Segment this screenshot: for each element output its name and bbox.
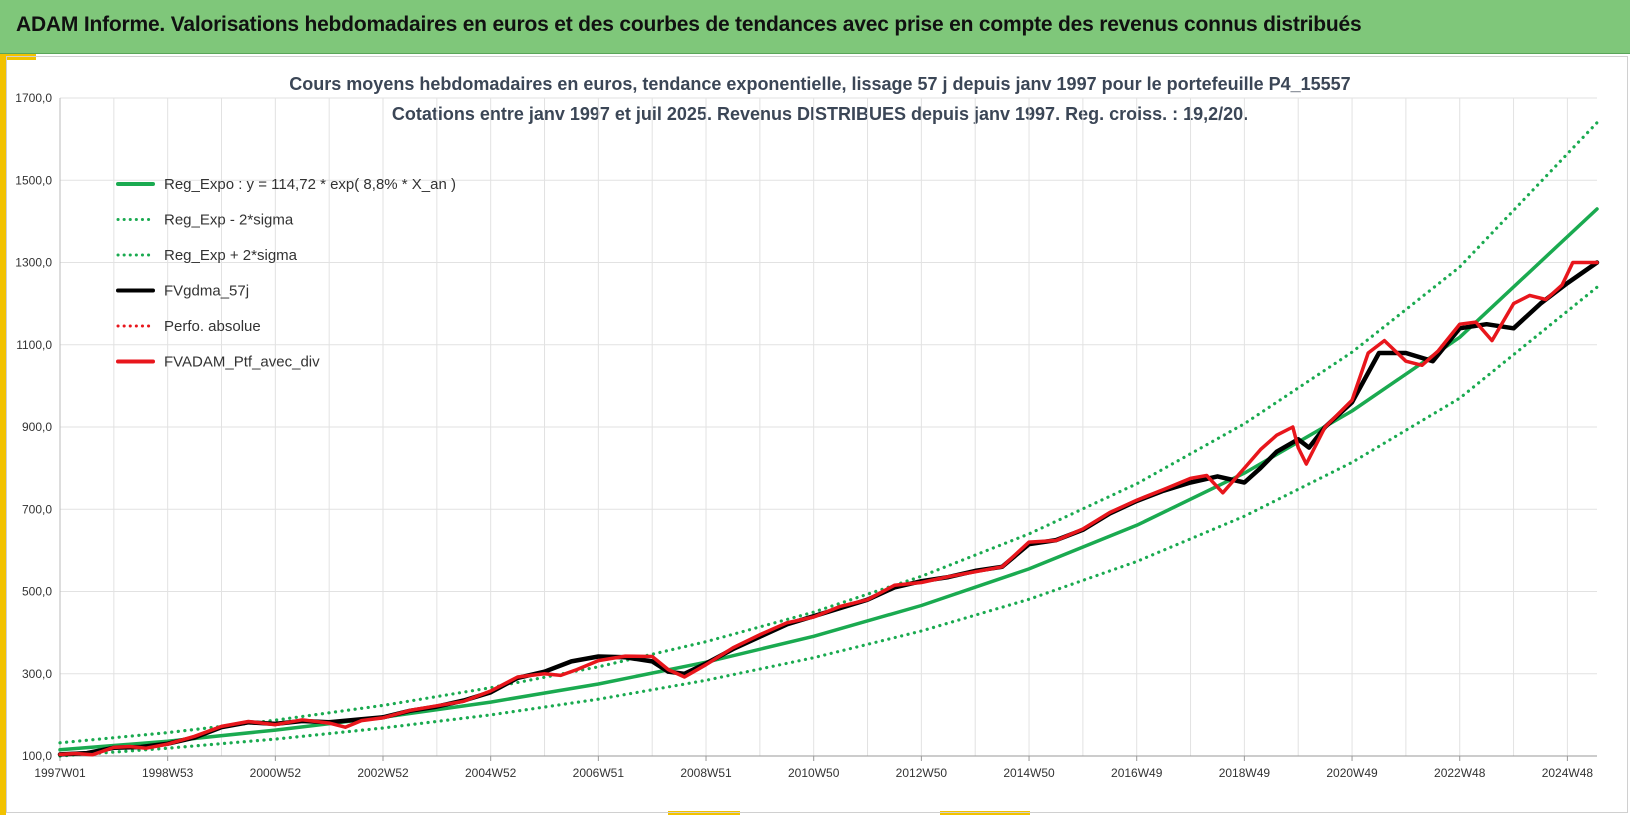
x-tick-label: 2008W51 xyxy=(680,766,732,780)
x-tick-label: 2014W50 xyxy=(1003,766,1055,780)
accent-mark-bottom xyxy=(940,811,1030,815)
legend-label-3: FVgdma_57j xyxy=(164,283,249,300)
x-tick-label: 2018W49 xyxy=(1219,766,1271,780)
series-line-2 xyxy=(58,121,1599,745)
x-tick-label: 2020W49 xyxy=(1326,766,1378,780)
x-tick-label: 2024W48 xyxy=(1542,766,1594,780)
x-tick-label: 2000W52 xyxy=(250,766,302,780)
y-tick-label: 1700,0 xyxy=(15,91,52,105)
page-title: ADAM Informe. Valorisations hebdomadaire… xyxy=(16,13,1362,36)
x-tick-label: 2010W50 xyxy=(788,766,840,780)
accent-bar-left xyxy=(0,54,6,815)
series-line-5 xyxy=(58,260,1599,757)
x-tick-label: 1997W01 xyxy=(34,766,86,780)
x-tick-label: 2022W48 xyxy=(1434,766,1486,780)
x-tick-label: 2004W52 xyxy=(465,766,517,780)
series-line-3 xyxy=(57,260,1600,757)
legend-label-1: Reg_Exp - 2*sigma xyxy=(164,212,294,229)
chart-title-line2: Cotations entre janv 1997 et juil 2025. … xyxy=(391,104,1249,124)
legend-label-0: Reg_Expo : y = 114,72 * exp( 8,8% * X_an… xyxy=(164,176,456,193)
y-tick-label: 100,0 xyxy=(22,749,52,763)
legend-label-5: FVADAM_Ptf_avec_div xyxy=(164,354,320,371)
x-tick-label: 2006W51 xyxy=(573,766,625,780)
y-tick-label: 300,0 xyxy=(22,667,52,681)
accent-mark-bottom xyxy=(668,811,740,815)
x-tick-label: 2016W49 xyxy=(1111,766,1163,780)
accent-bar-top xyxy=(6,54,36,60)
x-tick-label: 2012W50 xyxy=(896,766,948,780)
chart-title-line1: Cours moyens hebdomadaires en euros, ten… xyxy=(289,74,1351,94)
y-tick-label: 500,0 xyxy=(22,585,52,599)
series-line-1 xyxy=(58,285,1599,758)
y-tick-label: 900,0 xyxy=(22,420,52,434)
header-bar: ADAM Informe. Valorisations hebdomadaire… xyxy=(0,0,1630,54)
y-tick-label: 700,0 xyxy=(22,502,52,516)
x-tick-label: 2002W52 xyxy=(357,766,409,780)
legend-label-2: Reg_Exp + 2*sigma xyxy=(164,247,298,264)
x-tick-label: 1998W53 xyxy=(142,766,194,780)
legend-label-4: Perfo. absolue xyxy=(164,318,261,335)
chart-frame xyxy=(6,56,1628,813)
series-line-0 xyxy=(58,207,1599,752)
y-tick-label: 1100,0 xyxy=(16,338,52,352)
y-tick-label: 1300,0 xyxy=(15,256,52,270)
y-tick-label: 1500,0 xyxy=(15,173,52,187)
